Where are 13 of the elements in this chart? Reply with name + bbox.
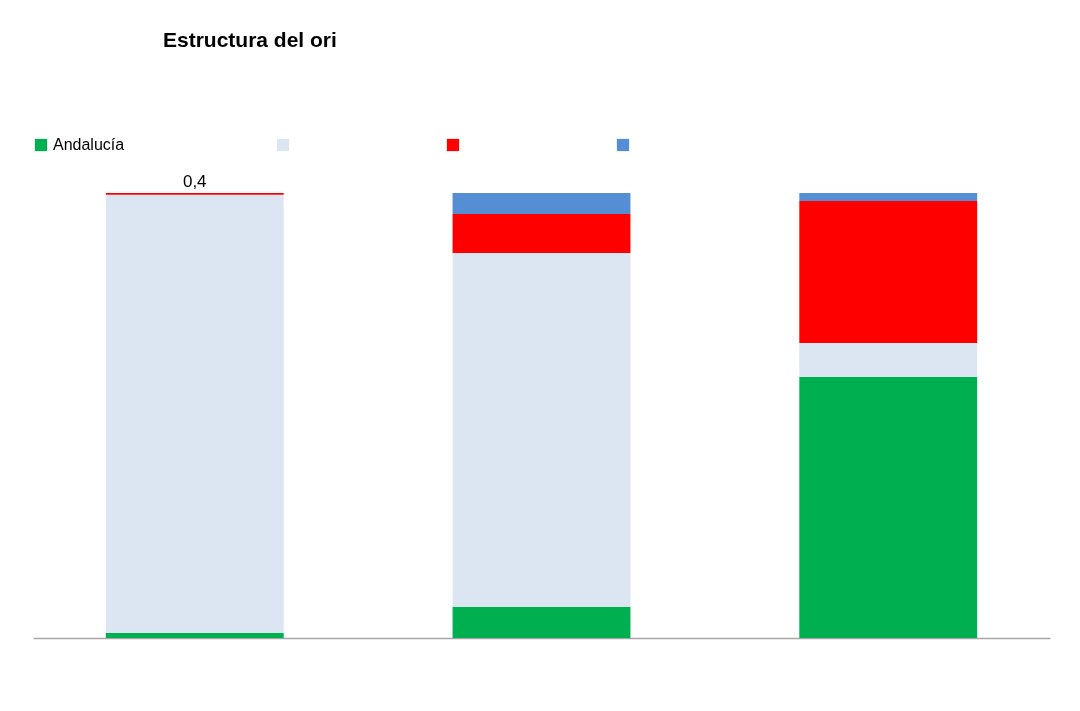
bar bbox=[452, 253, 631, 607]
data-label: 0,4 bbox=[182, 172, 207, 191]
bar bbox=[452, 213, 631, 254]
legend-label: Andalucía bbox=[53, 136, 125, 153]
chart-title: Estructura del ori bbox=[163, 28, 337, 51]
bar bbox=[452, 193, 631, 214]
bar bbox=[105, 633, 284, 638]
bar bbox=[799, 201, 978, 343]
bar bbox=[799, 342, 978, 377]
bar bbox=[799, 376, 978, 638]
bar bbox=[452, 606, 631, 638]
bar bbox=[105, 194, 284, 634]
bar bbox=[799, 193, 978, 202]
